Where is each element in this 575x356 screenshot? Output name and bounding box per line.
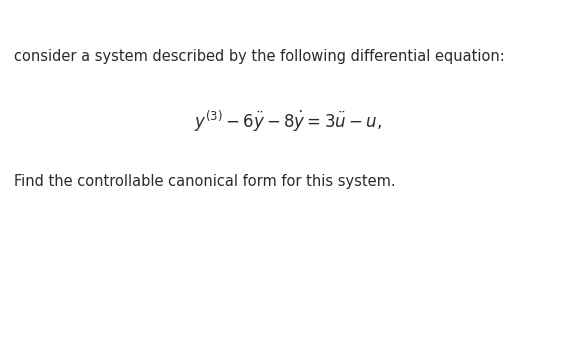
Text: Find the controllable canonical form for this system.: Find the controllable canonical form for… (14, 174, 396, 189)
Text: consider a system described by the following differential equation:: consider a system described by the follo… (14, 49, 505, 64)
Text: $y^{(3)} - 6\ddot{y} - 8\dot{y} = 3\ddot{u} - u,$: $y^{(3)} - 6\ddot{y} - 8\dot{y} = 3\ddot… (194, 109, 381, 134)
